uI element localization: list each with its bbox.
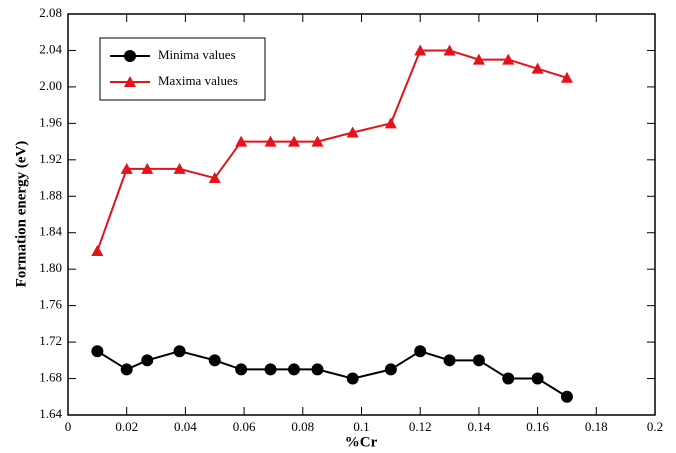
marker [235,363,248,376]
marker [384,363,397,376]
legend-box [99,37,266,101]
y-tick-label: 2.00 [39,78,62,93]
marker [414,345,427,358]
x-tick-label: 0.08 [291,419,314,434]
marker [502,372,515,385]
marker [311,135,324,147]
y-tick-label: 1.88 [39,187,62,202]
marker [346,372,359,385]
x-tick-label: 0.12 [409,419,432,434]
y-tick-label: 1.68 [39,370,62,385]
y-tick-label: 1.76 [39,297,62,312]
legend-label: Maxima values [158,73,238,88]
y-tick-label: 2.08 [39,5,62,20]
marker [531,62,544,74]
marker [287,135,300,147]
x-tick-label: 0 [65,419,72,434]
y-axis-label: Formation energy (eV) [13,141,29,288]
y-tick-label: 1.80 [39,260,62,275]
marker [264,363,277,376]
x-tick-label: 0.04 [174,419,197,434]
marker [124,76,136,87]
x-tick-label: 0.18 [585,419,608,434]
y-tick-label: 1.64 [39,406,62,421]
marker [531,372,544,385]
x-tick-label: 0.14 [468,419,491,434]
marker [414,44,427,56]
marker [443,44,456,56]
marker [91,244,104,256]
marker [173,345,186,358]
x-tick-label: 0.02 [115,419,138,434]
marker [560,390,573,403]
marker [346,126,359,138]
marker [264,135,277,147]
y-tick-label: 1.92 [39,151,62,166]
marker [287,363,300,376]
marker [472,53,485,65]
x-tick-label: 0.16 [526,419,549,434]
marker [311,363,324,376]
marker [208,172,221,184]
legend-label: Minima values [158,47,236,62]
x-tick-label: 0.06 [233,419,256,434]
y-tick-label: 1.72 [39,333,62,348]
marker [91,345,104,358]
x-tick-label: 0.2 [647,419,663,434]
marker [502,53,515,65]
marker [472,354,485,367]
y-tick-label: 1.84 [39,224,62,239]
marker [208,354,221,367]
y-tick-label: 2.04 [39,41,62,56]
marker [235,135,248,147]
marker [120,162,133,174]
marker [560,71,573,83]
marker [443,354,456,367]
marker [120,363,133,376]
series-line [96,350,568,398]
marker [141,162,154,174]
y-tick-label: 1.96 [39,114,62,129]
x-tick-label: 0.1 [353,419,369,434]
marker [173,162,186,174]
marker [141,354,154,367]
x-axis-label: %Cr [345,434,378,450]
marker [124,50,136,62]
marker [384,117,397,129]
